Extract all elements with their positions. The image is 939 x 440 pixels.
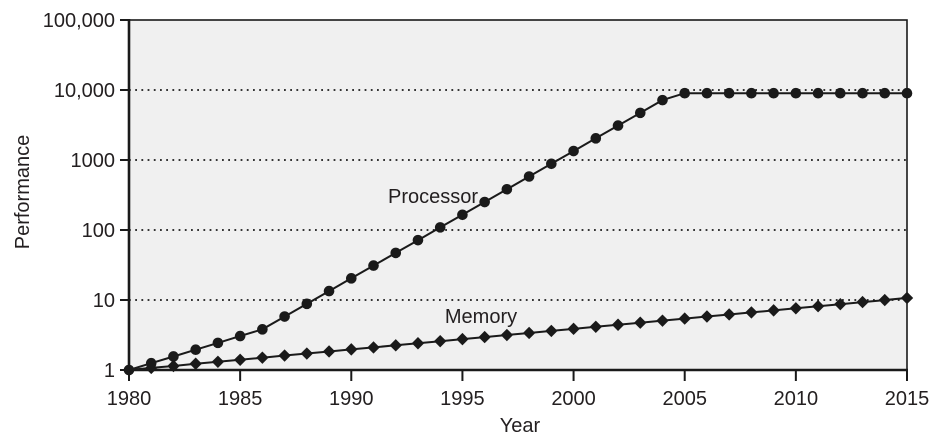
memory-marker	[256, 351, 269, 364]
processor-marker	[190, 344, 201, 355]
memory-marker	[878, 293, 891, 307]
processor-marker	[457, 209, 468, 221]
plot-area: 1 10 100 1000 10,000 100,000 1980 1985 1990 1995 2…	[43, 10, 930, 410]
memory-marker	[189, 357, 202, 370]
memory-marker	[278, 349, 291, 362]
memory-marker	[211, 355, 225, 368]
memory-marker	[678, 312, 691, 325]
processor-marker	[590, 133, 602, 144]
x-axis-title: Year	[500, 415, 541, 437]
processor-marker	[523, 171, 535, 182]
processor-marker	[612, 120, 624, 131]
memory-marker	[322, 345, 336, 358]
memory-marker	[367, 341, 380, 354]
processor-marker	[412, 234, 424, 246]
y-axis-title: Performance	[12, 135, 34, 250]
memory-marker	[767, 304, 780, 317]
x-tick-label: 2005	[662, 388, 707, 410]
y-tick-label: 1	[104, 360, 115, 382]
memory-marker	[856, 295, 869, 309]
memory-marker	[500, 328, 514, 342]
x-tick-label: 1995	[440, 388, 485, 410]
processor-marker	[568, 145, 579, 157]
processor-series-label: Processor	[388, 186, 478, 208]
memory-marker	[434, 334, 447, 348]
memory-marker	[233, 353, 247, 366]
memory-marker	[611, 318, 625, 331]
memory-marker	[900, 291, 914, 305]
memory-marker	[300, 347, 314, 360]
processor-marker	[390, 247, 402, 259]
x-tick-label: 2010	[774, 388, 819, 410]
y-tick-label: 100,000	[43, 10, 115, 32]
memory-marker	[456, 332, 469, 346]
memory-marker	[722, 308, 736, 321]
memory-marker	[745, 306, 758, 319]
x-tick-label: 2000	[551, 388, 596, 410]
memory-marker	[656, 314, 669, 327]
processor-marker	[479, 196, 490, 208]
y-tick-label: 10,000	[54, 80, 115, 102]
memory-marker	[811, 300, 825, 313]
processor-marker	[368, 260, 379, 271]
memory-marker	[789, 302, 803, 315]
processor-marker	[257, 324, 268, 335]
processor-marker	[768, 87, 779, 99]
memory-marker	[145, 361, 158, 375]
processor-marker	[879, 87, 891, 99]
memory-marker	[634, 316, 647, 329]
processor-marker	[168, 351, 179, 362]
memory-marker	[122, 363, 136, 377]
processor-marker	[835, 87, 846, 99]
processor-marker	[279, 311, 290, 322]
y-tick-label: 10	[93, 290, 115, 312]
processor-marker	[301, 298, 313, 310]
processor-marker	[746, 87, 757, 99]
memory-marker	[545, 324, 558, 338]
processor-marker	[546, 158, 557, 170]
processor-marker	[657, 94, 668, 106]
processor-marker	[501, 183, 513, 195]
memory-marker	[478, 330, 491, 344]
memory-marker	[345, 343, 358, 356]
processor-marker	[679, 87, 691, 99]
x-tick-label: 1990	[329, 388, 374, 410]
processor-marker	[345, 273, 357, 284]
y-tick-label: 100	[82, 220, 115, 242]
processor-marker	[434, 222, 446, 233]
processor-marker	[212, 337, 224, 349]
x-tick-label: 2015	[885, 388, 930, 410]
y-tick-label: 1000	[71, 150, 116, 172]
processor-marker	[634, 107, 646, 119]
memory-marker	[167, 359, 180, 373]
processor-marker	[234, 330, 246, 342]
plot-background	[129, 20, 907, 370]
memory-marker	[589, 320, 602, 334]
memory-series-label: Memory	[445, 306, 517, 328]
memory-marker	[700, 310, 714, 323]
memory-marker	[411, 337, 425, 350]
processor-marker	[323, 285, 335, 297]
x-tick-label: 1985	[218, 388, 263, 410]
processor-marker	[857, 87, 868, 99]
processor-marker	[723, 87, 735, 99]
processor-marker	[790, 87, 802, 99]
memory-marker	[389, 339, 402, 352]
memory-marker	[567, 322, 580, 336]
memory-marker	[522, 326, 536, 340]
processor-marker	[812, 87, 824, 99]
memory-marker	[834, 297, 847, 311]
processor-marker	[901, 87, 913, 99]
processor-marker	[701, 87, 713, 99]
x-tick-label: 1980	[107, 388, 152, 410]
